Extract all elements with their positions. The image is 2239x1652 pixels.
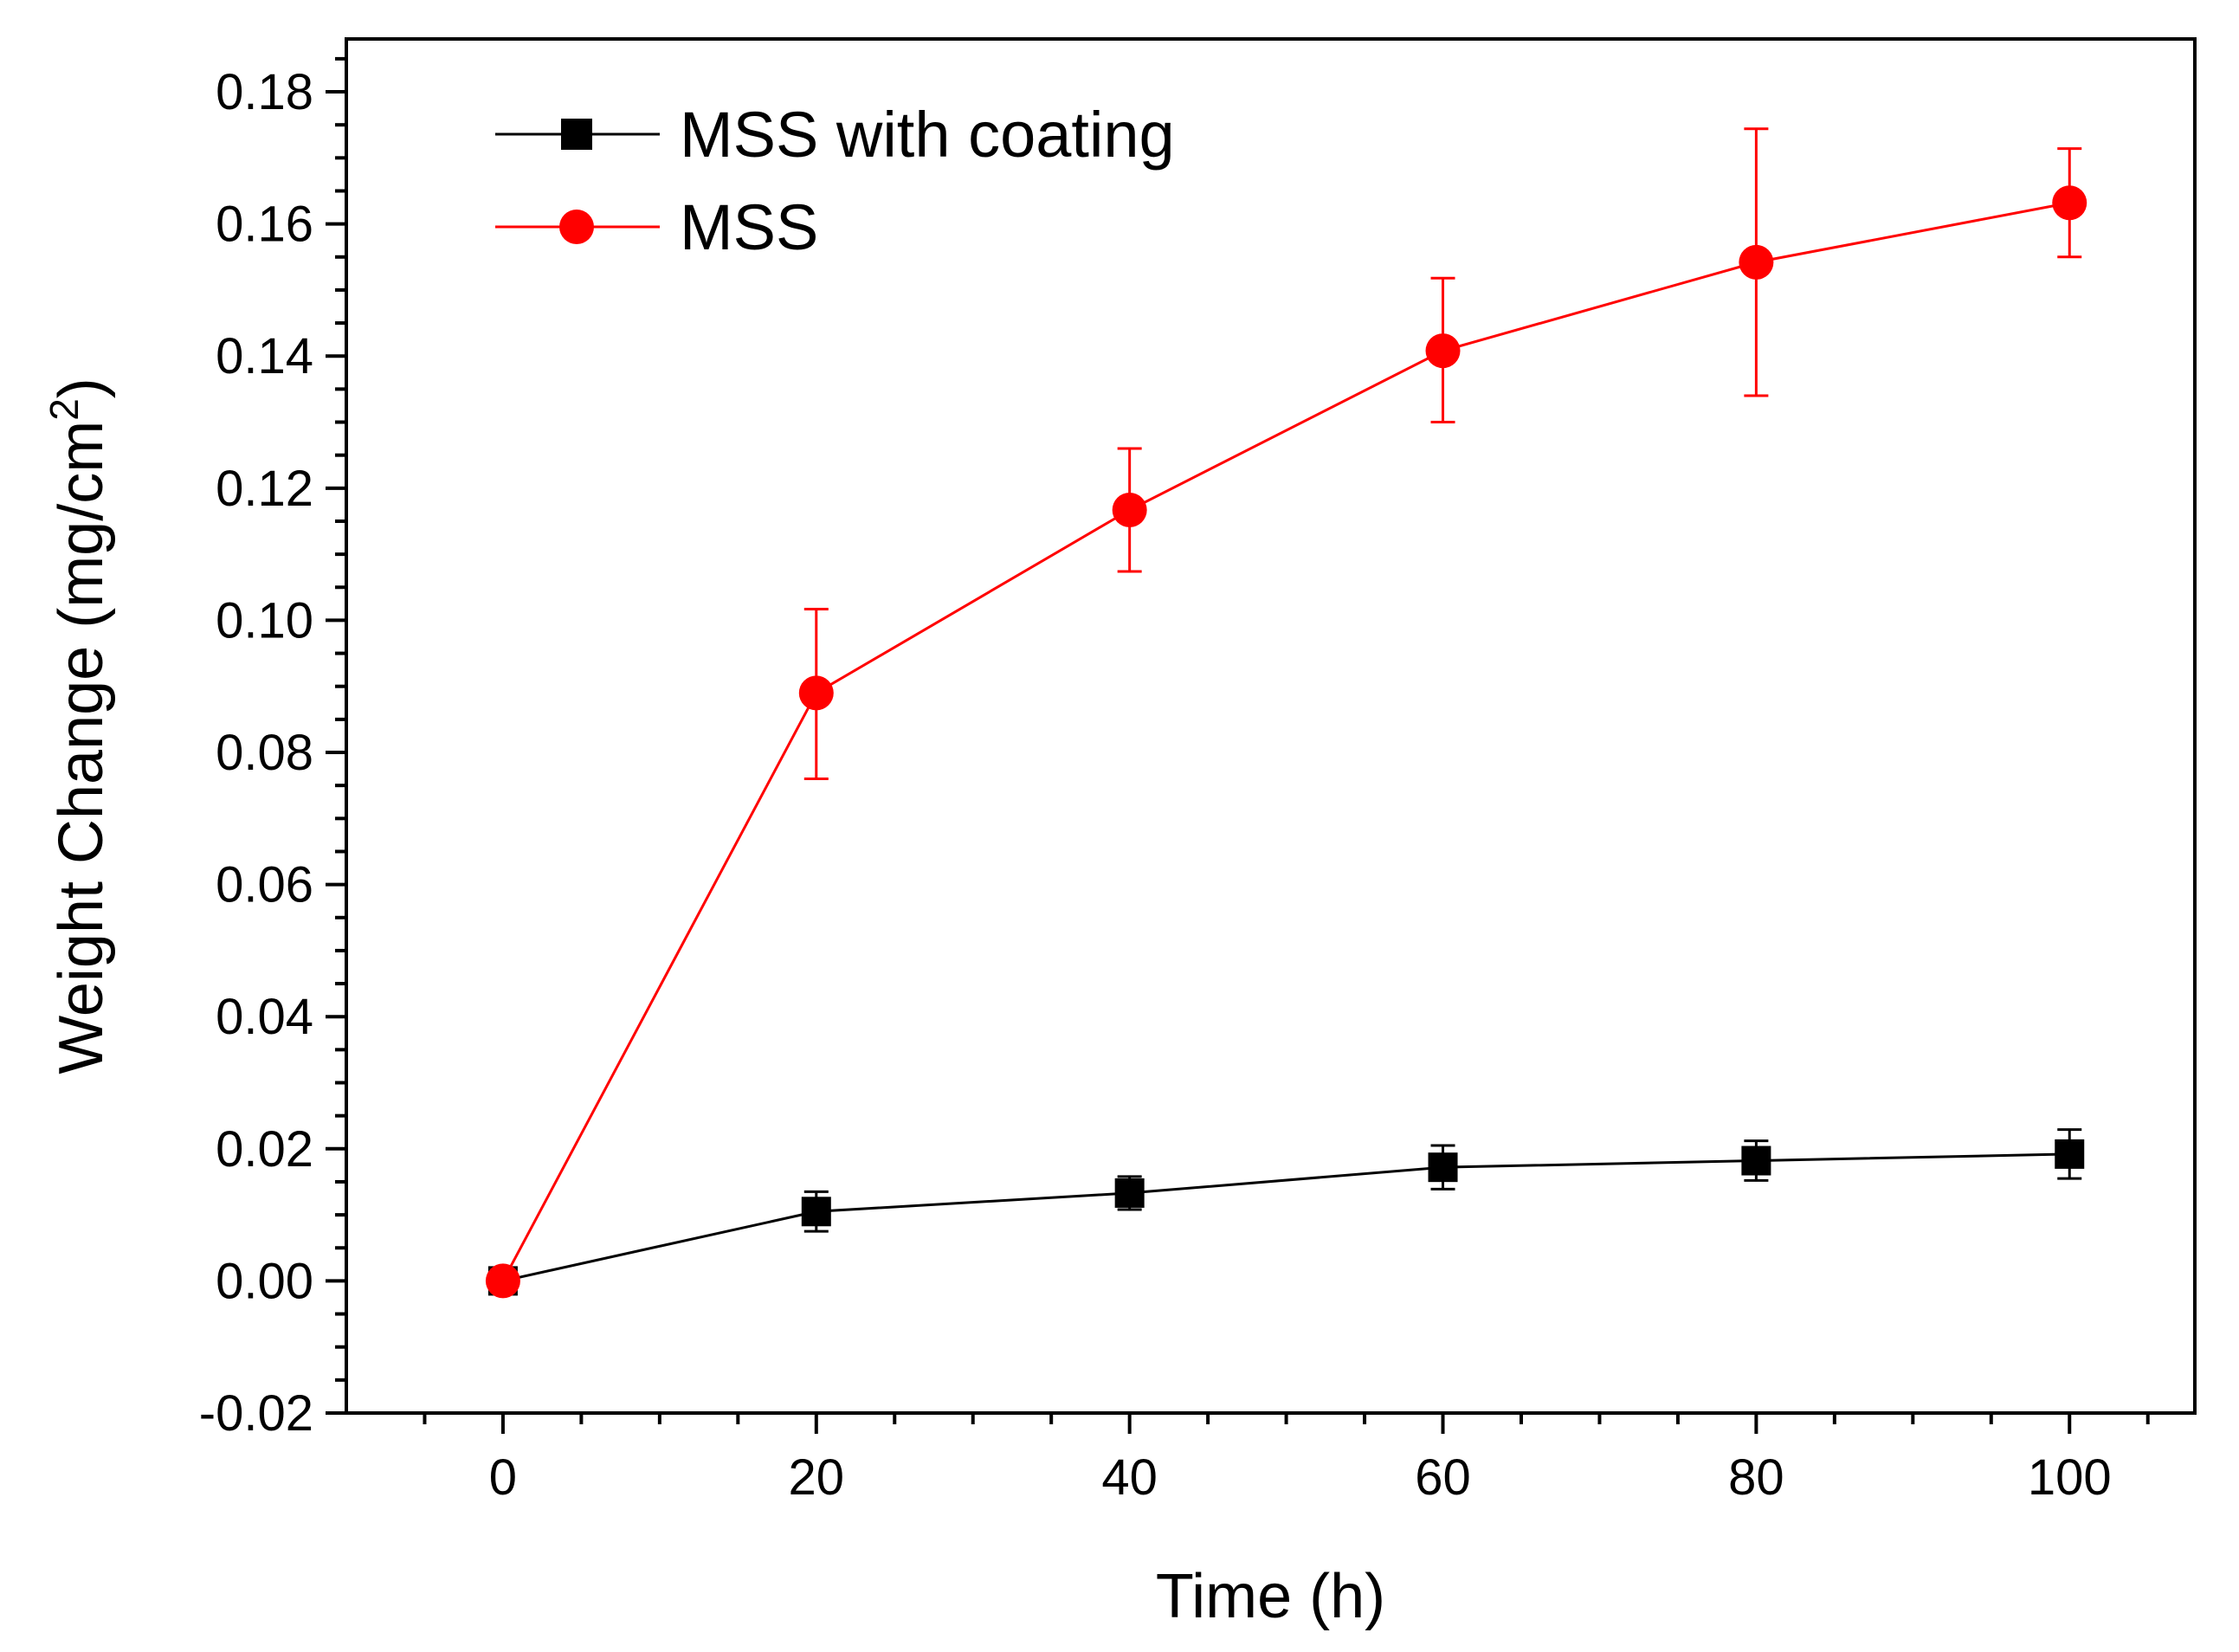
data-point-circle [1112,493,1147,528]
y-axis-title: Weight Change (mg/cm2) [42,378,116,1074]
legend-marker-square [561,119,592,150]
legend-marker-circle [559,210,594,244]
data-point-circle [485,1263,520,1299]
y-axis-title-close: ) [47,378,116,398]
x-axis-title: Time (h) [1156,1562,1385,1631]
y-tick-label: 0.04 [216,989,313,1045]
y-tick-label: 0.10 [216,592,313,649]
y-tick-label: -0.02 [199,1385,313,1442]
y-axis-title-main: Weight Change (mg/cm [47,421,116,1074]
data-point-square [801,1197,831,1227]
data-point-square [1114,1178,1145,1208]
y-tick-label: 0.16 [216,197,313,253]
data-point-circle [1425,333,1461,369]
axis-ticks: 0 20 40 60 80 100 -0.02 0.00 0.02 0.04 0.06 0.08 0.1… [199,56,2150,1506]
legend-item-mss: MSS [495,191,818,263]
y-tick-label: 0.06 [216,857,313,913]
y-axis-title-sup: 2 [42,398,87,421]
legend-label-coated: MSS with coating [680,99,1175,171]
y-tick-label: 0.12 [216,461,313,517]
legend-label-mss: MSS [680,191,818,263]
series-mss [485,127,2087,1299]
data-point-square [2055,1139,2085,1169]
x-tick-label: 20 [789,1449,845,1506]
plot-frame [345,37,2197,1415]
series-line [501,201,2070,1282]
legend-item-coated: MSS with coating [495,99,1175,171]
series-line [502,1152,2070,1282]
y-tick-label: 0.00 [216,1253,313,1309]
x-tick-label: 100 [2028,1449,2112,1506]
legend: MSS with coating MSS [495,99,1175,263]
data-point-circle [1739,244,1774,280]
y-tick-label: 0.02 [216,1121,313,1178]
x-tick-label: 80 [1728,1449,1784,1506]
data-point-circle [798,675,834,711]
x-tick-label: 40 [1101,1449,1158,1506]
data-point-circle [2052,185,2087,221]
series-layer [485,127,2087,1299]
y-tick-label: 0.08 [216,725,313,781]
x-tick-label: 0 [489,1449,517,1506]
x-tick-label: 60 [1415,1449,1471,1506]
y-tick-label: 0.14 [216,328,313,384]
data-point-square [1428,1152,1458,1183]
y-tick-label: 0.18 [216,64,313,120]
data-point-square [1741,1145,1771,1176]
